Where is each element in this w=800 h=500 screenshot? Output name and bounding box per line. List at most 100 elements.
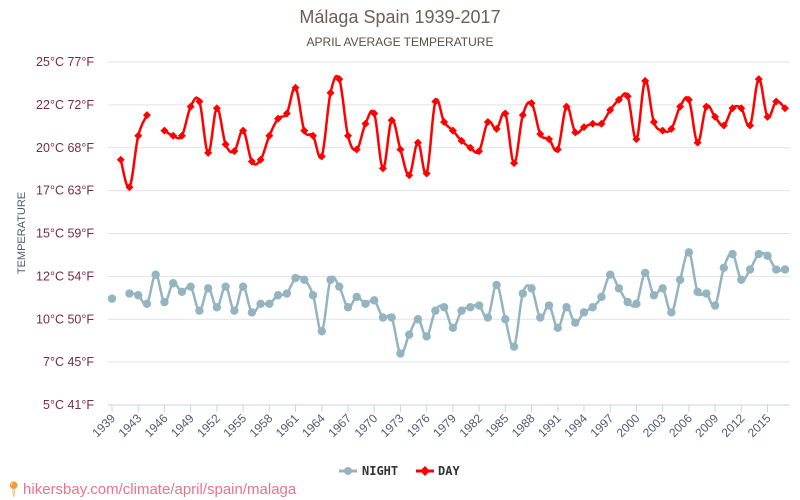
data-point-day[interactable]: [667, 124, 676, 133]
data-point-night[interactable]: [343, 303, 353, 312]
data-point-day[interactable]: [204, 148, 213, 157]
data-point-day[interactable]: [466, 143, 475, 152]
data-point-day[interactable]: [160, 126, 169, 135]
data-point-night[interactable]: [597, 292, 606, 302]
data-point-day[interactable]: [431, 97, 440, 106]
data-point-night[interactable]: [763, 251, 772, 260]
data-point-night[interactable]: [474, 301, 484, 310]
data-point-day[interactable]: [177, 131, 186, 140]
data-point-day[interactable]: [300, 126, 309, 135]
data-point-night[interactable]: [326, 275, 335, 285]
data-point-day[interactable]: [693, 138, 702, 147]
data-point-day[interactable]: [169, 131, 178, 140]
data-point-night[interactable]: [134, 291, 143, 300]
data-point-night[interactable]: [352, 292, 361, 302]
data-point-night[interactable]: [632, 299, 641, 309]
data-point-night[interactable]: [282, 289, 292, 298]
data-point-day[interactable]: [230, 147, 239, 156]
data-point-night[interactable]: [335, 282, 344, 291]
data-point-night[interactable]: [719, 263, 729, 272]
data-point-day[interactable]: [623, 92, 632, 101]
data-point-day[interactable]: [702, 102, 711, 111]
data-point-day[interactable]: [641, 76, 650, 85]
source-footer[interactable]: 📍︎hikersbay.com/climate/april/spain/mala…: [4, 480, 296, 498]
data-point-day[interactable]: [597, 119, 606, 128]
data-point-night[interactable]: [256, 299, 265, 309]
data-point-day[interactable]: [413, 138, 422, 147]
data-point-day[interactable]: [527, 99, 536, 108]
data-point-day[interactable]: [326, 88, 335, 97]
data-point-night[interactable]: [151, 270, 160, 279]
data-point-day[interactable]: [719, 121, 728, 130]
data-point-day[interactable]: [579, 123, 588, 132]
data-point-night[interactable]: [186, 282, 195, 291]
data-point-day[interactable]: [265, 131, 274, 140]
data-point-night[interactable]: [605, 270, 615, 279]
data-point-night[interactable]: [466, 303, 475, 312]
data-point-night[interactable]: [571, 318, 580, 327]
data-point-night[interactable]: [378, 313, 388, 322]
data-point-night[interactable]: [431, 306, 440, 315]
data-point-night[interactable]: [702, 289, 711, 298]
data-point-day[interactable]: [658, 126, 667, 135]
data-point-night[interactable]: [737, 275, 746, 285]
data-point-night[interactable]: [527, 284, 536, 293]
data-point-day[interactable]: [781, 104, 789, 113]
data-point-day[interactable]: [510, 159, 519, 168]
data-point-night[interactable]: [684, 248, 694, 257]
data-point-night[interactable]: [501, 315, 510, 324]
source-link[interactable]: hikersbay.com/climate/april/spain/malaga: [23, 481, 297, 498]
data-point-night[interactable]: [396, 349, 405, 358]
data-point-day[interactable]: [728, 104, 737, 113]
data-point-night[interactable]: [160, 297, 169, 307]
data-point-day[interactable]: [221, 140, 230, 149]
data-point-day[interactable]: [282, 109, 291, 118]
data-point-night[interactable]: [300, 275, 309, 285]
data-point-night[interactable]: [308, 291, 318, 300]
data-point-night[interactable]: [265, 299, 274, 309]
data-point-day[interactable]: [746, 121, 755, 130]
data-point-night[interactable]: [107, 294, 117, 303]
data-point-day[interactable]: [518, 111, 527, 120]
data-point-day[interactable]: [475, 147, 484, 156]
data-point-night[interactable]: [212, 303, 222, 312]
data-point-night[interactable]: [614, 284, 624, 293]
legend-item-day[interactable]: DAY: [416, 464, 460, 478]
data-point-night[interactable]: [203, 284, 213, 293]
data-point-day[interactable]: [378, 164, 387, 173]
data-point-night[interactable]: [439, 303, 449, 312]
data-point-day[interactable]: [291, 83, 300, 92]
data-point-day[interactable]: [239, 126, 248, 135]
data-point-night[interactable]: [693, 287, 702, 297]
data-point-day[interactable]: [317, 152, 326, 161]
data-point-day[interactable]: [387, 116, 396, 125]
data-point-day[interactable]: [588, 119, 597, 128]
data-point-day[interactable]: [335, 75, 344, 84]
data-point-day[interactable]: [763, 112, 772, 121]
data-point-night[interactable]: [273, 291, 283, 300]
data-point-night[interactable]: [238, 282, 248, 291]
data-point-night[interactable]: [745, 265, 755, 274]
data-point-day[interactable]: [352, 145, 361, 154]
data-point-night[interactable]: [195, 306, 204, 315]
data-point-night[interactable]: [247, 308, 257, 317]
data-point-day[interactable]: [405, 171, 414, 180]
data-point-night[interactable]: [142, 299, 152, 309]
data-point-day[interactable]: [186, 102, 195, 111]
data-point-day[interactable]: [606, 106, 615, 115]
data-point-day[interactable]: [195, 97, 204, 106]
data-point-day[interactable]: [772, 97, 781, 106]
data-point-night[interactable]: [728, 249, 737, 259]
data-point-night[interactable]: [553, 323, 562, 333]
data-point-day[interactable]: [125, 183, 134, 192]
data-point-day[interactable]: [754, 75, 763, 84]
data-point-night[interactable]: [291, 273, 300, 283]
data-point-day[interactable]: [396, 145, 405, 154]
data-point-night[interactable]: [649, 291, 659, 300]
data-point-day[interactable]: [684, 95, 693, 104]
data-point-night[interactable]: [168, 279, 178, 288]
data-point-night[interactable]: [623, 297, 632, 307]
data-point-night[interactable]: [772, 265, 781, 274]
data-point-day[interactable]: [422, 169, 431, 178]
data-point-night[interactable]: [230, 306, 239, 315]
